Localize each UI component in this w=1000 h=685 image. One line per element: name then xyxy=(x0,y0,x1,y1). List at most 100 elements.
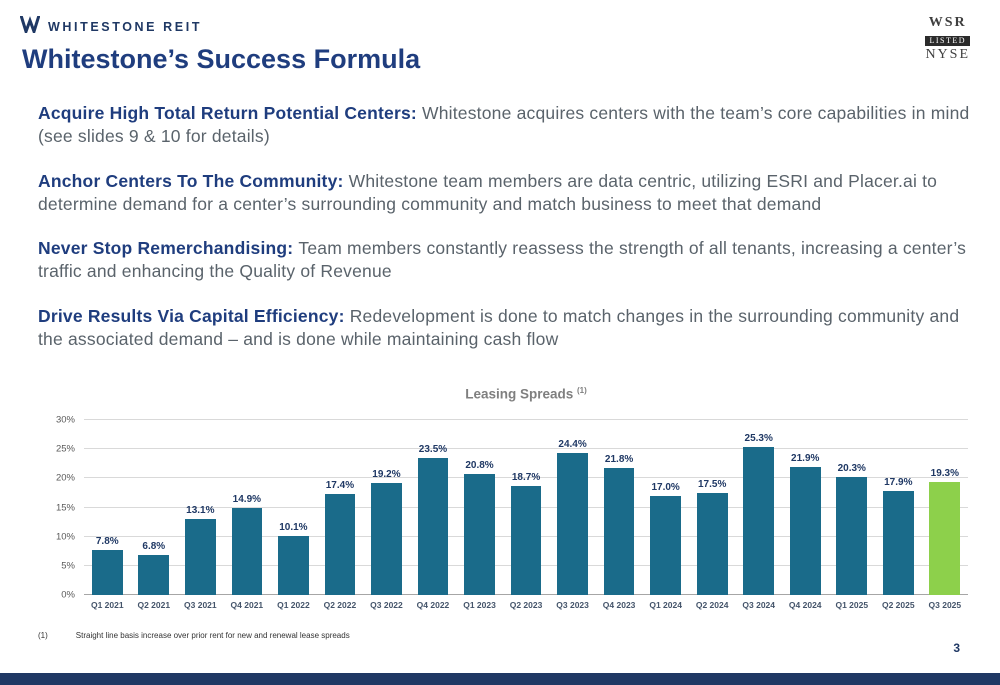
bar-value-label: 6.8% xyxy=(142,541,166,553)
chart-bar xyxy=(929,482,961,595)
paragraph-lead: Acquire High Total Return Potential Cent… xyxy=(38,103,422,123)
bar-cell: 17.9% xyxy=(875,420,922,595)
y-axis-tick-label: 20% xyxy=(55,472,75,484)
chart-bar xyxy=(371,483,402,595)
gridline xyxy=(84,477,968,479)
chart-bar xyxy=(696,492,728,595)
bar-value-label: 21.9% xyxy=(791,453,820,465)
bar-value-label: 25.3% xyxy=(744,433,773,445)
chart-bar xyxy=(464,473,495,595)
chart-title: Leasing Spreads (1) xyxy=(84,386,968,402)
bar-value-label: 23.5% xyxy=(418,443,448,455)
footer-bar xyxy=(0,673,1000,685)
paragraph-lead: Never Stop Remerchandising: xyxy=(38,238,299,259)
chart-bar xyxy=(882,490,914,595)
x-axis-label: Q2 2025 xyxy=(881,600,915,610)
paragraph-text: Team members constantly reassess the str… xyxy=(38,238,967,282)
chart-title-footnote-ref: (1) xyxy=(577,386,587,395)
bar-value-label: 21.8% xyxy=(604,453,634,465)
bar-value-label: 20.8% xyxy=(465,459,494,471)
chart-bar xyxy=(91,549,123,595)
x-axis-label: Q1 2022 xyxy=(277,600,310,610)
bar-value-label: 7.8% xyxy=(95,535,119,547)
chart-bar xyxy=(603,467,635,595)
chart-bar xyxy=(557,452,588,595)
bar-cell: 13.1% xyxy=(177,420,224,595)
ticker-symbol: WSR xyxy=(928,15,967,30)
bar-value-label: 24.4% xyxy=(558,438,587,450)
chart-bar xyxy=(836,476,868,595)
logo-text: WHITESTONE REIT xyxy=(48,20,203,34)
chart-title-text: Leasing Spreads xyxy=(465,386,574,402)
whitestone-w-icon xyxy=(19,15,41,38)
chart-bar xyxy=(743,447,775,595)
page-number: 3 xyxy=(953,641,960,655)
chart-bar xyxy=(789,467,821,595)
bar-value-label: 18.7% xyxy=(511,471,541,483)
y-axis-tick-label: 10% xyxy=(55,531,75,543)
bar-value-label: 14.9% xyxy=(232,494,262,506)
x-axis-label: Q3 2021 xyxy=(184,600,217,610)
paragraph-text: Whitestone team members are data centric… xyxy=(38,170,938,214)
nyse-listed-badge: WSR LISTED NYSE xyxy=(925,15,970,63)
x-axis-label: Q2 2021 xyxy=(137,600,171,610)
bar-cell: 20.8% xyxy=(456,420,503,595)
y-axis-tick-label: 30% xyxy=(55,414,75,426)
x-axis-label: Q4 2022 xyxy=(416,600,450,610)
y-axis-tick-label: 0% xyxy=(61,589,75,601)
bar-value-label: 19.3% xyxy=(930,468,960,480)
chart-bar xyxy=(138,555,170,595)
x-axis-label: Q4 2024 xyxy=(788,600,822,610)
paragraph-text: Redevelopment is done to match changes i… xyxy=(38,305,960,349)
bar-cell: 17.4% xyxy=(317,420,364,595)
bar-cell: 25.3% xyxy=(735,420,782,595)
x-axis-label: Q3 2023 xyxy=(556,600,589,610)
bar-value-label: 13.1% xyxy=(186,504,215,516)
footnote: (1) Straight line basis increase over pr… xyxy=(38,631,350,640)
page-title: Whitestone’s Success Formula xyxy=(22,44,421,74)
chart-bar xyxy=(417,457,449,595)
bar-cell: 17.5% xyxy=(689,420,736,595)
chart-bar xyxy=(650,495,681,595)
listed-label: LISTED xyxy=(925,35,970,47)
y-axis-tick-label: 25% xyxy=(55,443,75,455)
bar-cell: 14.9% xyxy=(224,420,271,595)
x-axis-label: Q4 2023 xyxy=(602,600,636,610)
bar-value-label: 17.5% xyxy=(697,478,727,490)
footnote-text: Straight line basis increase over prior … xyxy=(75,631,350,640)
bar-cell: 19.2% xyxy=(363,420,410,595)
chart-bar xyxy=(324,493,356,595)
y-axis-tick-label: 15% xyxy=(55,502,75,513)
bar-cell: 21.8% xyxy=(596,420,643,595)
bar-value-label: 17.9% xyxy=(884,476,913,488)
y-axis-tick-label: 5% xyxy=(61,560,75,572)
x-axis-label: Q2 2022 xyxy=(323,600,357,610)
bar-cell: 17.0% xyxy=(642,420,689,595)
x-axis-label: Q3 2022 xyxy=(370,600,403,610)
bars: 7.8% 6.8% 13.1% 14.9% 10.1% 17.4% 19.2% 23.5% 20… xyxy=(84,420,968,595)
x-axis-label: Q1 2021 xyxy=(90,600,124,610)
gridline xyxy=(84,448,968,450)
chart-bar xyxy=(278,536,309,595)
paragraphs: Acquire High Total Return Potential Cent… xyxy=(38,102,972,351)
formula-paragraph: Never Stop Remerchandising: Team members… xyxy=(38,237,972,284)
x-axis-label: Q3 2025 xyxy=(928,600,962,610)
bar-value-label: 20.3% xyxy=(837,462,866,474)
bar-cell: 6.8% xyxy=(131,420,178,595)
bar-cell: 23.5% xyxy=(410,420,457,595)
bar-cell: 21.9% xyxy=(782,420,829,595)
bar-cell: 10.1% xyxy=(270,420,317,595)
whitestone-logo: WHITESTONE REIT xyxy=(19,15,203,38)
chart-plot: 0% 5% 10% 15% 20% 25% 30% 7.8% 6.8% 13.1% 14.9% 10.… xyxy=(56,415,968,601)
bar-cell: 20.3% xyxy=(829,420,876,595)
chart-bar xyxy=(231,508,263,595)
chart-bar xyxy=(184,518,216,595)
x-axis-label: Q1 2025 xyxy=(835,600,869,610)
x-axis-label: Q1 2023 xyxy=(463,600,496,610)
paragraph-lead: Anchor Centers To The Community: xyxy=(38,170,349,191)
bar-cell: 18.7% xyxy=(503,420,550,595)
chart-bar xyxy=(510,485,542,595)
formula-paragraph: Anchor Centers To The Community: Whitest… xyxy=(38,170,972,217)
bar-value-label: 10.1% xyxy=(279,522,308,534)
x-axis-label: Q1 2024 xyxy=(649,600,682,610)
